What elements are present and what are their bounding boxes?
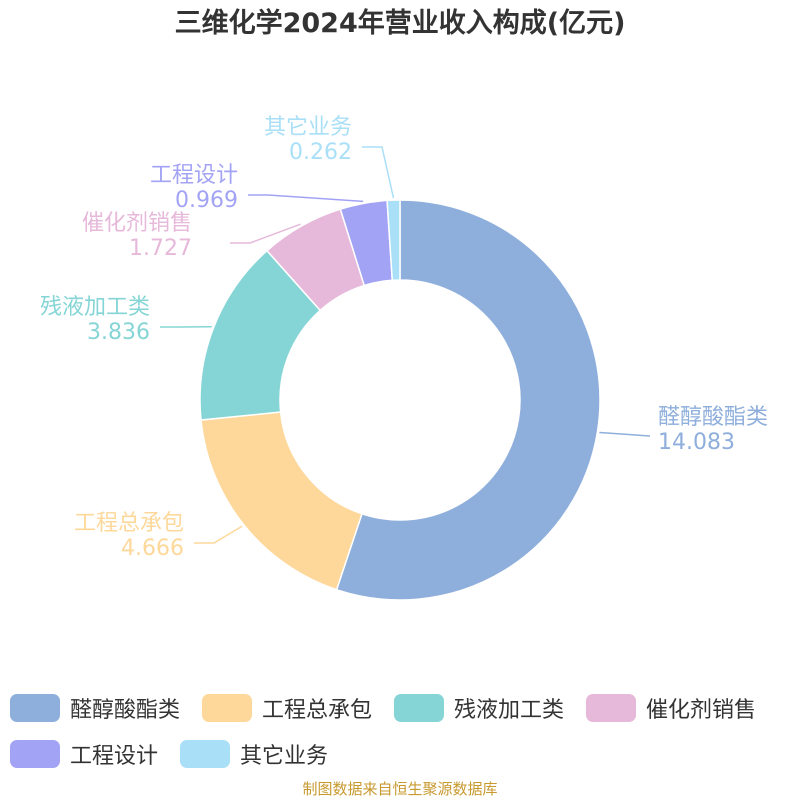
- leader-line: [194, 525, 243, 544]
- legend-item[interactable]: 工程总承包: [202, 692, 372, 724]
- leader-line: [248, 194, 364, 203]
- chart-title: 三维化学2024年营业收入构成(亿元): [174, 8, 626, 39]
- donut-slice: [386, 199, 401, 282]
- leader-line: [230, 223, 301, 244]
- slice-value-label: 1.727: [129, 236, 192, 261]
- slice-category-label: 工程总承包: [74, 511, 184, 536]
- legend-item[interactable]: 醛醇酸酯类: [10, 692, 180, 724]
- legend-swatch: [586, 694, 637, 722]
- legend-label: 催化剂销售: [646, 698, 757, 723]
- slice-value-label: 14.083: [658, 430, 735, 455]
- slice-value-label: 0.262: [289, 140, 352, 165]
- slice-category-label: 醛醇酸酯类: [658, 405, 768, 430]
- slice-value-label: 0.969: [175, 188, 238, 213]
- slice-category-label: 其它业务: [264, 115, 352, 140]
- legend-swatch: [10, 740, 60, 768]
- legend-label: 工程设计: [70, 744, 159, 769]
- legend-swatch: [202, 694, 253, 722]
- donut-slice: [200, 411, 363, 591]
- slice-category-label: 催化剂销售: [82, 211, 192, 236]
- leader-line: [362, 146, 395, 199]
- legend-swatch: [180, 740, 231, 768]
- legend-item[interactable]: 工程设计: [10, 738, 158, 770]
- leader-line: [599, 431, 651, 437]
- legend-row: 醛醇酸酯类 工程总承包 残液加工类 催化剂销售: [10, 688, 800, 728]
- legend-swatch: [10, 694, 60, 722]
- legend-label: 其它业务: [240, 744, 329, 769]
- data-source-note: 制图数据来自恒生聚源数据库: [302, 780, 498, 798]
- legend-item[interactable]: 其它业务: [180, 738, 328, 770]
- legend-label: 醛醇酸酯类: [70, 698, 181, 723]
- donut-slice: [335, 199, 601, 601]
- legend-item[interactable]: 残液加工类: [394, 692, 564, 724]
- legend-label: 工程总承包: [262, 698, 373, 723]
- legend-row: 工程设计 其它业务: [10, 734, 800, 774]
- slice-value-label: 4.666: [121, 536, 184, 561]
- slice-category-label: 残液加工类: [40, 295, 150, 320]
- chart-legend: 醛醇酸酯类 工程总承包 残液加工类 催化剂销售 工程设计 其它业务: [10, 688, 800, 780]
- legend-item[interactable]: 催化剂销售: [586, 692, 756, 724]
- slice-value-label: 3.836: [87, 320, 150, 345]
- legend-label: 残液加工类: [454, 698, 565, 723]
- legend-swatch: [394, 694, 445, 722]
- slice-category-label: 工程设计: [150, 163, 238, 188]
